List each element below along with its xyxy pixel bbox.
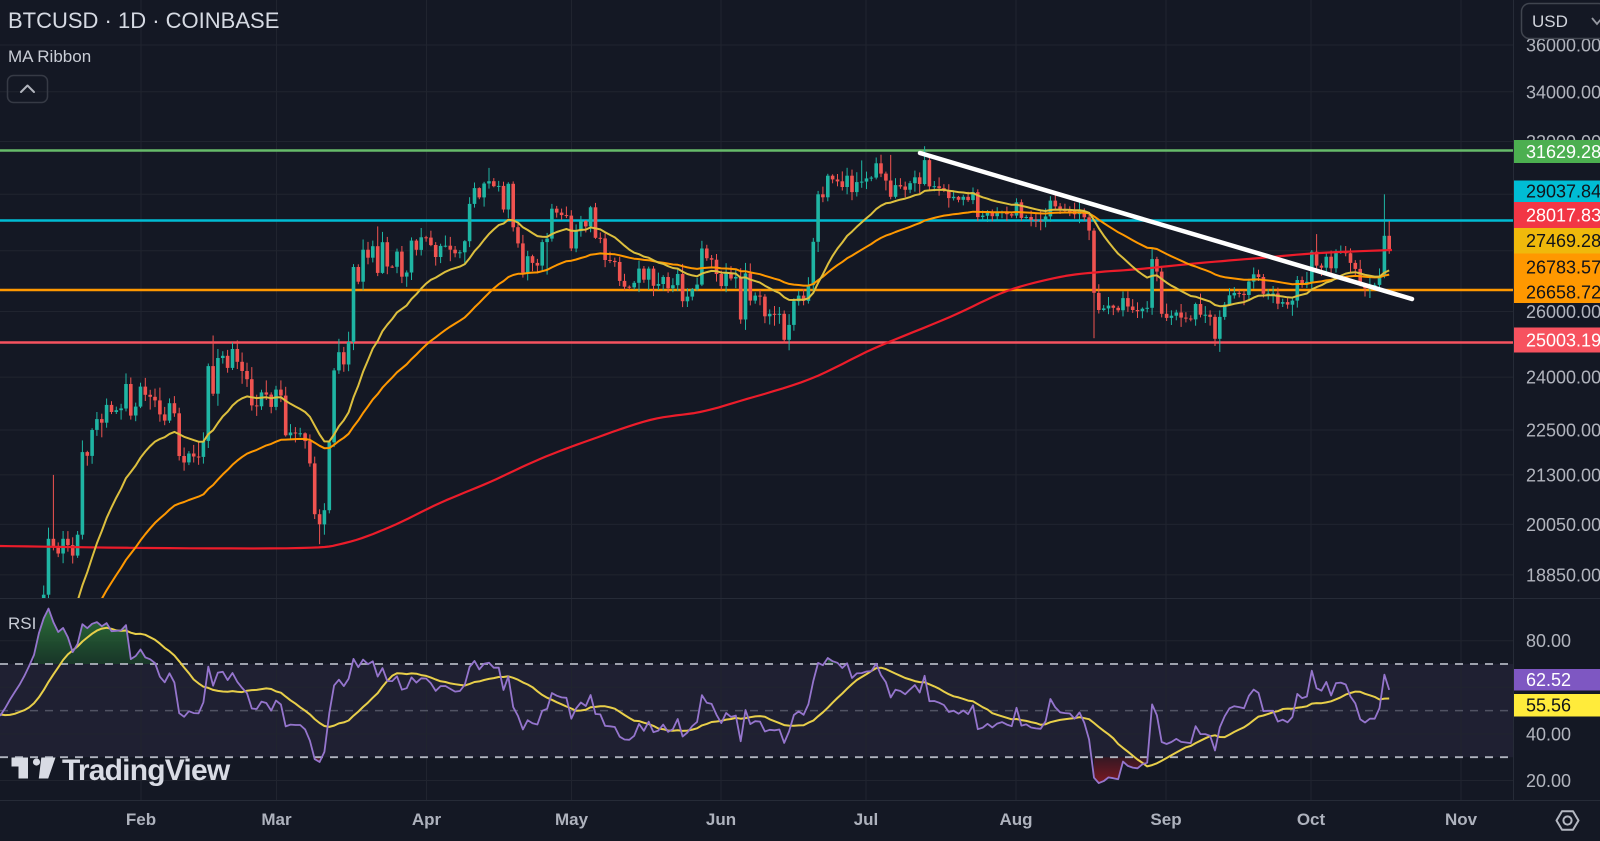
- svg-text:USD: USD: [1532, 12, 1568, 31]
- svg-text:Nov: Nov: [1445, 810, 1478, 829]
- svg-text:TradingView: TradingView: [62, 754, 231, 787]
- svg-text:Apr: Apr: [412, 810, 442, 829]
- svg-text:36000.00: 36000.00: [1526, 36, 1600, 56]
- svg-text:21300.00: 21300.00: [1526, 465, 1600, 485]
- svg-text:Oct: Oct: [1297, 810, 1326, 829]
- svg-text:Aug: Aug: [999, 810, 1032, 829]
- svg-text:24000.00: 24000.00: [1526, 368, 1600, 388]
- svg-text:26000.00: 26000.00: [1526, 302, 1600, 322]
- svg-text:Jul: Jul: [854, 810, 879, 829]
- svg-text:25003.19: 25003.19: [1526, 330, 1600, 350]
- svg-text:20050.00: 20050.00: [1526, 515, 1600, 535]
- svg-text:55.56: 55.56: [1526, 696, 1571, 716]
- svg-text:May: May: [555, 810, 589, 829]
- svg-text:29037.84: 29037.84: [1526, 182, 1600, 202]
- svg-text:RSI: RSI: [8, 614, 36, 633]
- svg-text:22500.00: 22500.00: [1526, 421, 1600, 441]
- svg-text:27469.28: 27469.28: [1526, 231, 1600, 251]
- svg-text:Feb: Feb: [126, 810, 156, 829]
- svg-text:40.00: 40.00: [1526, 724, 1571, 744]
- svg-text:BTCUSD · 1D · COINBASE: BTCUSD · 1D · COINBASE: [8, 8, 279, 33]
- svg-text:18850.00: 18850.00: [1526, 565, 1600, 585]
- svg-text:20.00: 20.00: [1526, 771, 1571, 791]
- svg-text:MA Ribbon: MA Ribbon: [8, 47, 91, 66]
- svg-text:Sep: Sep: [1150, 810, 1181, 829]
- svg-text:Mar: Mar: [261, 810, 292, 829]
- svg-text:26783.57: 26783.57: [1526, 258, 1600, 278]
- svg-text:26658.72: 26658.72: [1526, 282, 1600, 302]
- svg-text:Jun: Jun: [706, 810, 736, 829]
- svg-text:31629.28: 31629.28: [1526, 142, 1600, 162]
- svg-text:34000.00: 34000.00: [1526, 82, 1600, 102]
- svg-text:28017.83: 28017.83: [1526, 205, 1600, 225]
- svg-text:80.00: 80.00: [1526, 631, 1571, 651]
- svg-text:62.52: 62.52: [1526, 670, 1571, 690]
